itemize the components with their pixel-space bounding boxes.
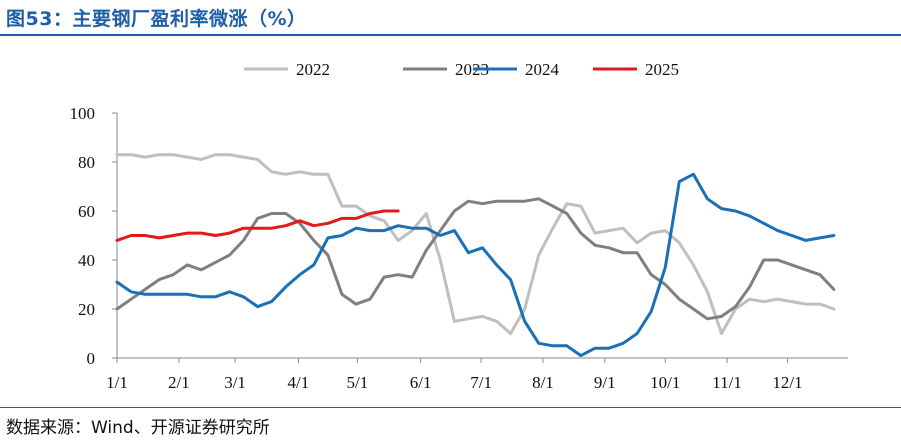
source-note: 数据来源：Wind、开源证券研究所	[6, 418, 270, 438]
legend-label-2025: 2025	[645, 60, 679, 79]
series-line-2025	[115, 209, 400, 242]
x-tick-label: 3/1	[224, 373, 246, 392]
series-line-2022	[115, 153, 836, 335]
footer-divider	[0, 407, 901, 408]
y-tick-label: 100	[70, 104, 96, 123]
axes: 0 20 40 60 80 100 1/1 2/1 3/1 4/1 5/1 6/1 7/1 8/1 9/1 1…	[70, 104, 848, 392]
x-tick-label: 12/1	[772, 373, 802, 392]
y-tick-label: 80	[78, 153, 95, 172]
x-tick-label: 9/1	[594, 373, 616, 392]
legend-label-2024: 2024	[525, 60, 560, 79]
line-chart: 2022 2023 2024 2025 0 20 40 60 80 100 1/1 2/1 3/1 4/…	[70, 60, 848, 392]
legend-label-2022: 2022	[296, 60, 330, 79]
y-tick-label: 0	[87, 349, 96, 368]
x-tick-label: 2/1	[168, 373, 190, 392]
y-tick-label: 20	[78, 300, 95, 319]
legend: 2022 2023 2024 2025	[244, 60, 679, 79]
x-tick-label: 1/1	[106, 373, 128, 392]
series-line-2023	[115, 197, 836, 321]
title-divider	[0, 34, 901, 36]
series-lines	[115, 153, 836, 358]
x-tick-label: 4/1	[287, 373, 309, 392]
x-tick-label: 7/1	[470, 373, 492, 392]
series-line-2024	[115, 172, 836, 358]
x-tick-label: 6/1	[410, 373, 432, 392]
legend-label-2023: 2023	[455, 60, 489, 79]
x-tick-label: 10/1	[650, 373, 680, 392]
x-tick-label: 5/1	[347, 373, 369, 392]
y-tick-label: 60	[78, 202, 95, 221]
x-tick-label: 11/1	[712, 373, 742, 392]
y-tick-label: 40	[78, 251, 95, 270]
chart-title: 图53：主要钢厂盈利率微涨（%）	[6, 8, 307, 30]
x-tick-label: 8/1	[532, 373, 554, 392]
